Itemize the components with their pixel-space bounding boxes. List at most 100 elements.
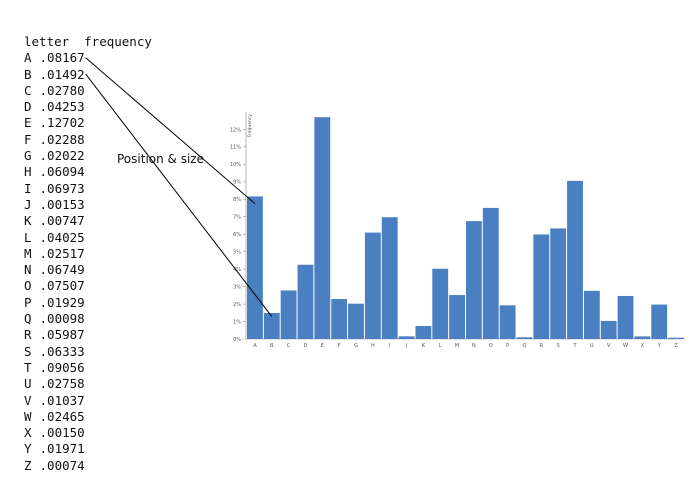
row-letter: K bbox=[24, 213, 32, 229]
x-tick-label: I bbox=[389, 343, 390, 349]
bar-a bbox=[247, 196, 263, 339]
row-frequency: .02758 bbox=[39, 376, 85, 392]
row-letter: Z bbox=[24, 457, 32, 473]
row-frequency: .06094 bbox=[39, 164, 85, 180]
row-frequency: .04253 bbox=[39, 99, 85, 115]
bar-x bbox=[634, 336, 651, 339]
table-row: P .01929 bbox=[24, 295, 152, 311]
table-row: I .06973 bbox=[24, 181, 152, 197]
row-frequency: .08167 bbox=[39, 50, 85, 66]
row-frequency: .00074 bbox=[39, 457, 85, 473]
annotation-line-a bbox=[85, 57, 256, 205]
row-frequency: .06973 bbox=[39, 180, 85, 196]
row-frequency: .07507 bbox=[39, 278, 85, 294]
y-tick-label: 6% bbox=[233, 232, 241, 238]
x-tick-label: O bbox=[489, 343, 493, 349]
table-row: Y .01971 bbox=[24, 441, 152, 457]
bar-h bbox=[364, 232, 381, 339]
x-tick-label: A bbox=[253, 343, 257, 349]
annotation-label: Position & size bbox=[117, 152, 204, 166]
table-row: A .08167 bbox=[24, 50, 152, 66]
row-letter: P bbox=[24, 294, 32, 310]
row-frequency: .01929 bbox=[39, 294, 85, 310]
table-row: K .00747 bbox=[24, 213, 152, 229]
bar-r bbox=[533, 234, 550, 339]
table-row: V .01037 bbox=[24, 393, 152, 409]
row-letter: I bbox=[24, 180, 32, 196]
bar-y bbox=[651, 304, 668, 339]
row-letter: Q bbox=[24, 311, 32, 327]
row-letter: E bbox=[24, 115, 32, 131]
row-letter: H bbox=[24, 164, 32, 180]
row-frequency: .02465 bbox=[39, 408, 85, 424]
row-frequency: .12702 bbox=[39, 115, 85, 131]
row-frequency: .01971 bbox=[39, 441, 85, 457]
x-tick-label: C bbox=[287, 343, 291, 349]
table-row: X .00150 bbox=[24, 425, 152, 441]
row-letter: L bbox=[24, 229, 32, 245]
x-tick-label: Y bbox=[657, 343, 662, 349]
table-row: L .04025 bbox=[24, 230, 152, 246]
x-tick-label: T bbox=[572, 343, 577, 349]
table-row: B .01492 bbox=[24, 67, 152, 83]
bar-p bbox=[499, 305, 516, 339]
table-row: Z .00074 bbox=[24, 458, 152, 474]
row-frequency: .05987 bbox=[39, 327, 85, 343]
row-frequency: .00098 bbox=[39, 311, 85, 327]
x-tick-label: Z bbox=[674, 343, 678, 349]
x-tick-label: K bbox=[422, 343, 426, 349]
table-row: U .02758 bbox=[24, 376, 152, 392]
bar-u bbox=[583, 290, 600, 339]
y-tick-label: 1% bbox=[233, 319, 241, 325]
bar-j bbox=[398, 336, 415, 339]
row-frequency: .00150 bbox=[39, 425, 85, 441]
y-tick-label: 12% bbox=[230, 127, 241, 133]
bar-n bbox=[466, 221, 482, 339]
row-letter: M bbox=[24, 245, 32, 261]
y-tick-label: 11% bbox=[230, 145, 241, 151]
x-tick-label: R bbox=[540, 343, 544, 349]
table-rows: A .08167 B .01492 C .02780 D .04253 E .12702 F .022… bbox=[24, 50, 152, 474]
row-letter: S bbox=[24, 343, 32, 359]
bar-k bbox=[415, 325, 432, 339]
table-row: F .02288 bbox=[24, 132, 152, 148]
bar-m bbox=[449, 295, 465, 339]
y-tick-label: 5% bbox=[233, 249, 241, 255]
table-row: R .05987 bbox=[24, 327, 152, 343]
y-tick-label: 9% bbox=[233, 180, 241, 186]
y-axis-label: Frequency bbox=[247, 114, 253, 138]
table-row: H .06094 bbox=[24, 164, 152, 180]
table-row: W .02465 bbox=[24, 409, 152, 425]
table-header: letter frequency bbox=[24, 34, 152, 50]
x-tick-label: N bbox=[472, 343, 476, 349]
bar-e bbox=[314, 117, 331, 339]
row-letter: G bbox=[24, 148, 32, 164]
table-row: E .12702 bbox=[24, 115, 152, 131]
table-row: J .00153 bbox=[24, 197, 152, 213]
x-tick-label: P bbox=[506, 343, 509, 349]
x-tick-label: M bbox=[455, 343, 459, 349]
row-letter: F bbox=[24, 131, 32, 147]
y-tick-label: 4% bbox=[233, 267, 241, 273]
table-row: T .09056 bbox=[24, 360, 152, 376]
bar-g bbox=[348, 303, 364, 339]
x-tick-label: S bbox=[557, 343, 560, 349]
row-letter: O bbox=[24, 278, 32, 294]
x-tick-label: H bbox=[371, 343, 375, 349]
row-letter: D bbox=[24, 99, 32, 115]
bar-c bbox=[280, 290, 297, 339]
x-tick-label: D bbox=[304, 343, 308, 349]
row-letter: J bbox=[24, 196, 32, 212]
x-tick-label: Q bbox=[522, 343, 526, 349]
bar-d bbox=[297, 264, 314, 339]
bar-i bbox=[381, 217, 398, 339]
row-letter: N bbox=[24, 262, 32, 278]
x-tick-label: B bbox=[270, 343, 274, 349]
bar-s bbox=[550, 228, 567, 339]
row-frequency: .00747 bbox=[39, 213, 85, 229]
row-frequency: .02780 bbox=[39, 82, 85, 98]
bar-f bbox=[331, 299, 348, 339]
bar-q bbox=[516, 337, 533, 339]
row-frequency: .02517 bbox=[39, 245, 85, 261]
